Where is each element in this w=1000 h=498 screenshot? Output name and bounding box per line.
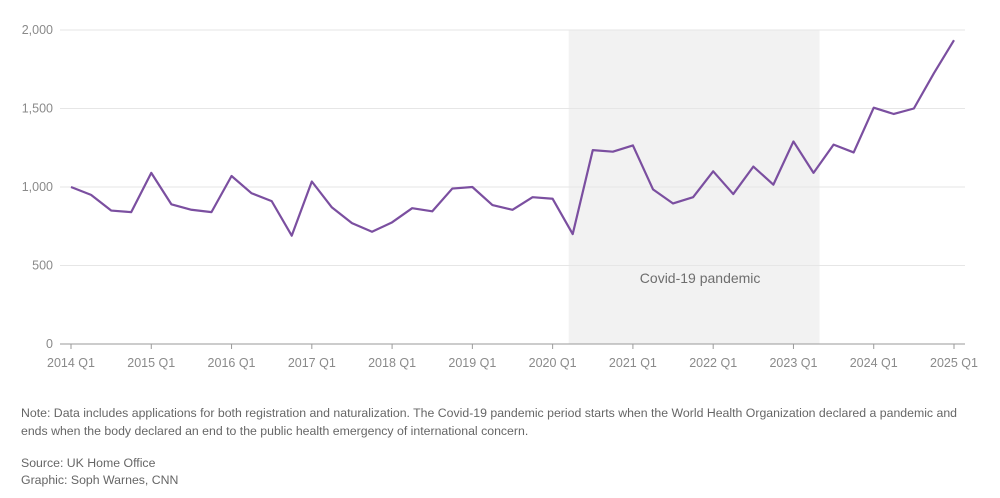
x-axis-ticks: 2014 Q1 2015 Q1 2016 Q1 2017 Q1 2018 Q1 2019 … — [47, 344, 978, 370]
x-tick-label: 2018 Q1 — [368, 356, 416, 370]
x-tick-label: 2023 Q1 — [769, 356, 817, 370]
credits: Source: UK Home Office Graphic: Soph War… — [21, 455, 178, 489]
y-tick-label: 2,000 — [22, 23, 53, 37]
series-line-applications — [70, 39, 955, 237]
y-tick-label: 500 — [32, 259, 53, 273]
x-tick-label: 2021 Q1 — [609, 356, 657, 370]
chart-note: Note: Data includes applications for bot… — [21, 406, 958, 438]
covid-annotation-label: Covid-19 pandemic — [640, 270, 761, 286]
x-tick-label: 2022 Q1 — [689, 356, 737, 370]
annotation-layer: Covid-19 pandemic — [640, 270, 761, 286]
y-tick-label: 1,000 — [22, 180, 53, 194]
x-tick-label: 2017 Q1 — [288, 356, 336, 370]
graphic-credit: Graphic: Soph Warnes, CNN — [21, 473, 179, 487]
x-tick-label: 2020 Q1 — [529, 356, 577, 370]
x-tick-label: 2016 Q1 — [208, 356, 256, 370]
x-tick-label: 2024 Q1 — [850, 356, 898, 370]
x-tick-label: 2015 Q1 — [127, 356, 175, 370]
y-tick-label: 1,500 — [22, 102, 53, 116]
y-axis-ticks: 0 500 1,000 1,500 2,000 — [22, 23, 53, 351]
gridlines — [60, 29, 965, 345]
line-chart: 0 500 1,000 1,500 2,000 2014 Q1 2015 Q1 2016 Q… — [22, 23, 978, 370]
y-tick-label: 0 — [46, 337, 53, 351]
x-tick-label: 2019 Q1 — [448, 356, 496, 370]
x-tick-label: 2025 Q1 — [930, 356, 978, 370]
x-tick-label: 2014 Q1 — [47, 356, 95, 370]
series-layer — [70, 39, 955, 237]
source-text: Source: UK Home Office — [21, 456, 156, 470]
